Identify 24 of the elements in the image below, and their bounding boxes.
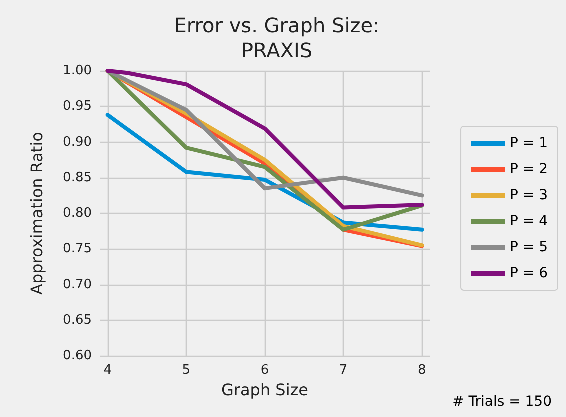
x-tick-label: 6 <box>260 363 270 378</box>
y-tick-label: 1.00 <box>63 64 92 78</box>
text: # Trials = 150 <box>452 394 552 410</box>
x-tick-label: 8 <box>418 363 426 378</box>
y-tick-label: 0.80 <box>63 206 92 221</box>
y-tick-label: 0.65 <box>63 312 92 328</box>
x-tick-label: 5 <box>182 363 191 378</box>
legend-label: P = 6 <box>510 266 548 282</box>
legend-label: P = 2 <box>510 162 548 178</box>
chart-title: Error vs. Graph Size: PRAXIS <box>174 14 380 62</box>
x-tick-label: 4 <box>104 363 112 378</box>
legend-label: P = 1 <box>510 136 548 152</box>
x-axis-title: Graph Size <box>221 380 309 400</box>
y-tick-label: 0.70 <box>63 277 92 292</box>
y-tick-label: 0.95 <box>63 99 92 114</box>
legend-label: P = 4 <box>510 214 548 230</box>
y-tick-label: 0.85 <box>63 170 92 186</box>
legend-label: P = 5 <box>510 240 548 256</box>
x-tick-label: 7 <box>339 363 348 378</box>
y-axis-title: Approximation Ratio <box>28 132 46 295</box>
y-tick-label: 0.90 <box>63 134 92 150</box>
y-tick-label: 0.75 <box>63 242 92 257</box>
legend-label: P = 3 <box>510 188 548 204</box>
y-tick-label: 0.60 <box>63 348 92 364</box>
